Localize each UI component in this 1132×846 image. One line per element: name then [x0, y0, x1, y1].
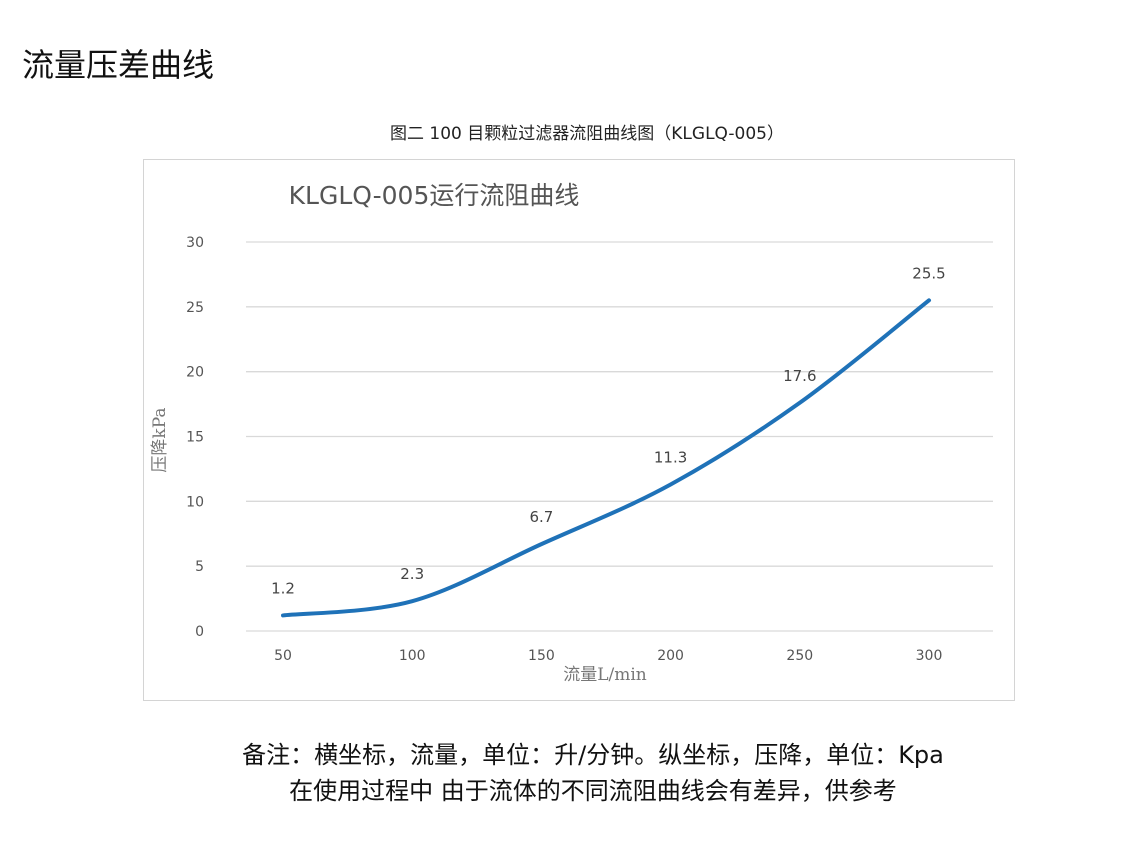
note-line-2: 在使用过程中 由于流体的不同流阻曲线会有差异，供参考 [289, 777, 897, 805]
x-tick-label: 200 [657, 648, 684, 664]
y-tick-label: 25 [186, 300, 204, 316]
y-tick-label: 0 [195, 624, 204, 640]
data-label: 11.3 [654, 448, 687, 466]
y-tick-label: 20 [186, 365, 204, 381]
chart-container: KLGLQ-005运行流阻曲线 0 5 10 15 20 25 30 50 100 150 200… [143, 159, 1015, 701]
x-tick-label: 250 [786, 648, 813, 664]
y-tick-label: 15 [186, 430, 204, 446]
y-axis-label: 压降kPa [150, 407, 170, 472]
data-label: 1.2 [271, 579, 295, 597]
data-label: 2.3 [400, 565, 424, 583]
series-line [281, 298, 931, 618]
line-chart: KLGLQ-005运行流阻曲线 0 5 10 15 20 25 30 50 100 150 200… [150, 181, 993, 685]
x-tick-label: 50 [274, 648, 292, 664]
x-axis-label: 流量L/min [563, 665, 647, 685]
y-tick-label: 30 [186, 235, 204, 251]
note-line-1: 备注：横坐标，流量，单位：升/分钟。纵坐标，压降，单位：Kpa [242, 741, 944, 769]
x-tick-label: 150 [528, 648, 555, 664]
y-tick-label: 5 [195, 559, 204, 575]
data-label: 25.5 [912, 264, 945, 282]
x-tick-label: 100 [399, 648, 426, 664]
y-tick-label: 10 [186, 494, 204, 510]
figure-caption: 图二 100 目颗粒过滤器流阻曲线图（KLGLQ-005） [390, 124, 784, 144]
x-tick-label: 300 [916, 648, 943, 664]
data-label: 6.7 [529, 508, 553, 526]
page-heading: 流量压差曲线 [22, 46, 215, 84]
data-label: 17.6 [783, 367, 816, 385]
chart-title: KLGLQ-005运行流阻曲线 [289, 181, 580, 210]
